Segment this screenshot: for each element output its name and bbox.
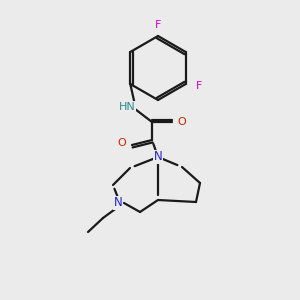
Text: N: N <box>154 151 162 164</box>
Text: HN: HN <box>118 102 135 112</box>
Text: F: F <box>155 20 161 30</box>
Text: F: F <box>196 81 202 91</box>
Text: O: O <box>178 117 186 127</box>
Text: N: N <box>114 196 122 209</box>
Text: O: O <box>118 138 126 148</box>
